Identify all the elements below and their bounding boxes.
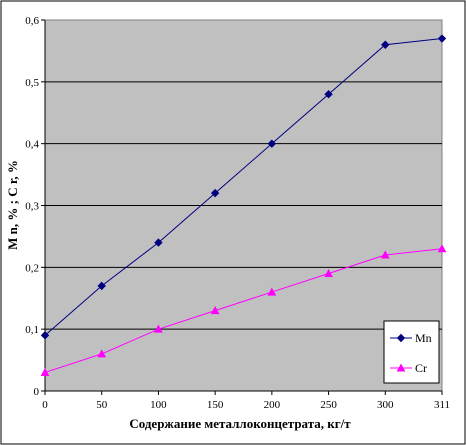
legend-label-cr: Cr (415, 361, 427, 375)
data-point-cr (380, 250, 390, 259)
gridlines (45, 81, 442, 330)
series-mn (40, 34, 447, 340)
data-point-cr (154, 324, 163, 333)
data-point-mn (267, 139, 277, 148)
data-point-mn (324, 89, 333, 99)
data-point-mn (210, 188, 220, 198)
x-tick-label: 250 (320, 399, 337, 411)
x-tick-label: 300 (377, 399, 394, 411)
series-layer (40, 34, 447, 376)
data-point-cr (40, 367, 50, 376)
x-axis-ticks: 0 50 100 150 200 250 300 311 (42, 390, 450, 411)
y-tick-label: 0,4 (25, 139, 39, 151)
y-tick-label: 0 (34, 386, 40, 398)
y-tick-label: 0,2 (25, 262, 39, 274)
y-tick-label: 0,6 (25, 15, 39, 27)
series-line-mn (44, 38, 443, 336)
legend-label-mn: Mn (415, 331, 432, 345)
y-axis-title: M n, % ; C r, % (5, 160, 20, 250)
x-tick-label: 200 (264, 399, 281, 411)
data-point-mn (437, 34, 447, 43)
y-tick-label: 0,1 (25, 324, 39, 336)
x-tick-label: 311 (434, 399, 450, 411)
y-tick-label: 0,5 (25, 77, 39, 89)
legend-marker-cr (396, 363, 406, 372)
x-tick-label: 100 (150, 399, 167, 411)
data-point-cr (210, 306, 220, 315)
x-tick-label: 50 (96, 399, 108, 411)
y-tick-label: 0,3 (25, 201, 39, 213)
legend: Mn Cr (383, 320, 440, 384)
legend-box (383, 320, 440, 384)
series-cr (40, 244, 447, 376)
data-point-mn (40, 331, 50, 340)
y-axis-ticks: 0 0,1 0,2 0,3 0,4 0,5 0,6 (25, 15, 46, 398)
data-point-cr (324, 268, 333, 278)
data-point-mn (154, 238, 163, 247)
legend-marker-mn (396, 333, 406, 343)
x-tick-label: 150 (207, 399, 224, 411)
data-point-mn (381, 40, 390, 49)
data-point-cr (97, 349, 107, 358)
x-axis-title: Содержание металлоконцетрата, кг/т (129, 416, 351, 431)
x-tick-label: 0 (42, 399, 48, 411)
data-point-cr (267, 287, 277, 296)
data-point-cr (437, 244, 447, 253)
series-line-cr (44, 248, 443, 373)
data-point-mn (97, 281, 106, 291)
